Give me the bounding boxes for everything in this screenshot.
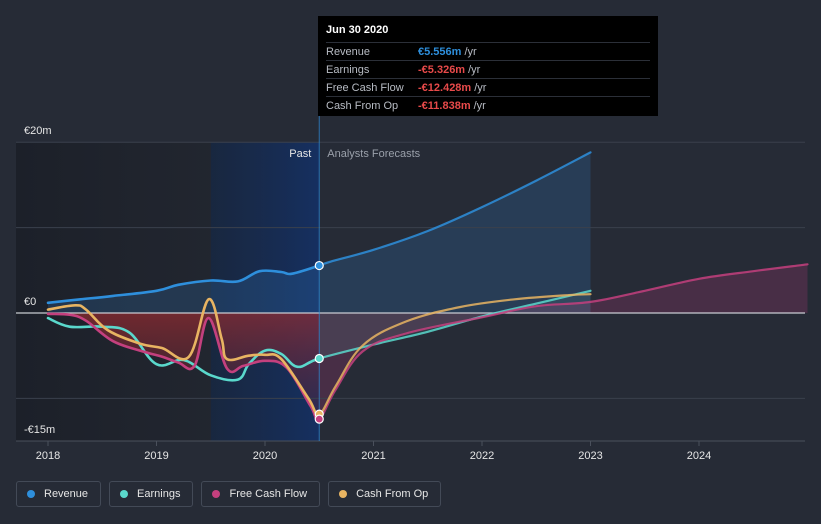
tooltip-row: Free Cash Flow -€12.428m /yr xyxy=(326,78,650,96)
earnings-marker xyxy=(314,353,324,364)
revenue-marker xyxy=(314,260,324,271)
cash-from-op-line-forecast xyxy=(319,293,592,416)
tooltip-value-cash-from-op: -€11.838m xyxy=(418,99,471,112)
legend-item-earnings[interactable]: Earnings xyxy=(109,481,194,507)
tooltip-date: Jun 30 2020 xyxy=(326,24,389,36)
tooltip-unit: /yr xyxy=(473,99,486,112)
cash-from-op-line-past xyxy=(46,297,320,416)
tooltip-value-free-cash-flow: -€12.428m xyxy=(418,81,472,94)
forecast-label: Analysts Forecasts xyxy=(327,148,420,160)
legend-item-free-cash-flow[interactable]: Free Cash Flow xyxy=(201,481,321,507)
tooltip-unit: /yr xyxy=(474,81,487,94)
revenue-area xyxy=(48,152,591,313)
legend-item-revenue[interactable]: Revenue xyxy=(16,481,102,507)
earnings-line-forecast xyxy=(319,289,592,360)
x-tick-label: 2020 xyxy=(253,450,277,462)
x-tick-label: 2023 xyxy=(578,450,602,462)
legend-dot-icon xyxy=(27,490,35,498)
tooltip-row: Earnings -€5.326m /yr xyxy=(326,60,650,78)
x-tick-label: 2022 xyxy=(470,450,494,462)
legend-label: Cash From Op xyxy=(356,488,429,500)
chart-canvas: €20m €0 -€15m Past Analysts Forecasts 2018 201… xyxy=(16,116,809,462)
tooltip-value-revenue: €5.556m xyxy=(418,45,462,58)
y-label-zero: €0 xyxy=(24,296,36,308)
tooltip-value-earnings: -€5.326m xyxy=(418,63,466,76)
tooltip-label: Cash From Op xyxy=(326,99,399,112)
tooltip-row: Cash From Op -€11.838m /yr xyxy=(326,96,650,114)
legend-dot-icon xyxy=(120,490,129,498)
tooltip-unit: /yr xyxy=(468,63,481,76)
x-tick-label: 2024 xyxy=(687,450,711,462)
tooltip-row: Revenue €5.556m /yr xyxy=(326,42,650,60)
legend-label: Free Cash Flow xyxy=(229,488,308,500)
legend-dot-icon xyxy=(339,490,348,498)
tooltip-label: Revenue xyxy=(326,45,371,58)
legend-item-cash-from-op[interactable]: Cash From Op xyxy=(328,481,442,507)
x-tick-label: 2021 xyxy=(361,450,385,462)
x-tick-label: 2019 xyxy=(144,450,168,462)
free-cash-flow-marker xyxy=(314,414,324,424)
past-label: Past xyxy=(289,148,311,160)
legend: Revenue Earnings Free Cash Flow Cash Fro… xyxy=(16,481,442,507)
free-cash-flow-area-forecast xyxy=(319,264,808,420)
x-tick-label: 2018 xyxy=(36,450,60,462)
legend-label: Earnings xyxy=(137,488,181,500)
legend-label: Revenue xyxy=(44,488,89,500)
tooltip-unit: /yr xyxy=(464,45,477,58)
free-cash-flow-line-forecast xyxy=(319,263,809,421)
tooltip: Jun 30 2020 Revenue €5.556m /yr Earnings… xyxy=(318,16,658,116)
revenue-line-past xyxy=(46,264,320,305)
y-label-top: €20m xyxy=(24,125,52,137)
tooltip-label: Free Cash Flow xyxy=(326,81,404,94)
free-cash-flow-area-past xyxy=(48,313,320,420)
y-label-bottom: -€15m xyxy=(24,424,55,436)
tooltip-label: Earnings xyxy=(326,63,370,76)
legend-dot-icon xyxy=(212,490,221,498)
revenue-line-forecast xyxy=(319,151,592,267)
